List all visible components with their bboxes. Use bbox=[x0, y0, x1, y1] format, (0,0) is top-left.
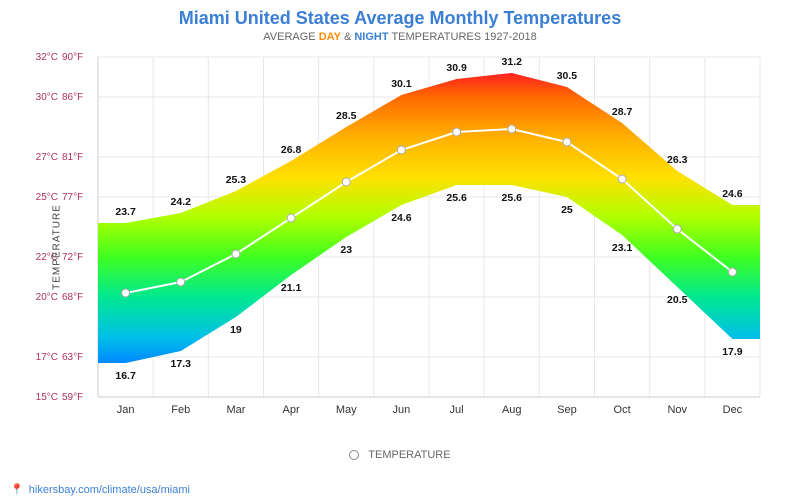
avg-temperature-point bbox=[287, 214, 295, 222]
x-tick-label: Nov bbox=[667, 404, 687, 416]
y-axis-label: TEMPERATURE bbox=[51, 204, 62, 290]
high-value-label: 31.2 bbox=[502, 56, 523, 68]
avg-temperature-point bbox=[563, 138, 571, 146]
x-tick-label: Mar bbox=[226, 404, 245, 416]
avg-temperature-point bbox=[618, 175, 626, 183]
svg-text:77°F: 77°F bbox=[62, 192, 83, 203]
x-tick-label: Aug bbox=[502, 404, 522, 416]
low-value-label: 19 bbox=[230, 324, 242, 336]
avg-temperature-point bbox=[397, 146, 405, 154]
avg-temperature-point bbox=[232, 250, 240, 258]
svg-text:59°F: 59°F bbox=[62, 392, 83, 403]
temperature-chart-svg: 15°C59°F17°C63°F20°C68°F22°C72°F25°C77°F… bbox=[20, 47, 780, 447]
low-value-label: 25.6 bbox=[502, 192, 523, 204]
x-tick-label: Apr bbox=[283, 404, 300, 416]
high-value-label: 30.1 bbox=[391, 78, 412, 90]
avg-temperature-point bbox=[453, 128, 461, 136]
low-value-label: 17.9 bbox=[722, 346, 743, 358]
low-value-label: 25 bbox=[561, 204, 573, 216]
high-value-label: 26.8 bbox=[281, 144, 302, 156]
svg-text:90°F: 90°F bbox=[62, 52, 83, 63]
source-link[interactable]: 📍 hikersbay.com/climate/usa/miami bbox=[10, 483, 190, 496]
svg-text:25°C: 25°C bbox=[36, 192, 58, 203]
high-value-label: 28.7 bbox=[612, 106, 633, 118]
svg-text:20°C: 20°C bbox=[36, 292, 58, 303]
high-value-label: 30.9 bbox=[446, 62, 467, 74]
svg-text:68°F: 68°F bbox=[62, 292, 83, 303]
svg-text:32°C: 32°C bbox=[36, 52, 58, 63]
x-tick-label: Feb bbox=[171, 404, 190, 416]
svg-text:63°F: 63°F bbox=[62, 352, 83, 363]
svg-text:86°F: 86°F bbox=[62, 92, 83, 103]
map-pin-icon: 📍 bbox=[10, 484, 24, 496]
chart-area: TEMPERATURE 15°C59°F17°C63°F20°C68°F22°C… bbox=[20, 47, 780, 447]
low-value-label: 23 bbox=[340, 244, 352, 256]
subtitle-suffix: TEMPERATURES 1927-2018 bbox=[389, 31, 537, 43]
subtitle-day: DAY bbox=[319, 31, 341, 43]
source-url[interactable]: hikersbay.com/climate/usa/miami bbox=[29, 484, 190, 496]
x-tick-label: Jun bbox=[393, 404, 411, 416]
avg-temperature-point bbox=[342, 178, 350, 186]
svg-text:17°C: 17°C bbox=[36, 352, 58, 363]
low-value-label: 16.7 bbox=[115, 370, 136, 382]
x-tick-label: Sep bbox=[557, 404, 577, 416]
avg-temperature-point bbox=[508, 125, 516, 133]
x-tick-label: Oct bbox=[614, 404, 631, 416]
avg-temperature-point bbox=[728, 268, 736, 276]
low-value-label: 20.5 bbox=[667, 294, 688, 306]
subtitle-prefix: AVERAGE bbox=[263, 31, 318, 43]
legend-marker-icon bbox=[349, 450, 359, 460]
subtitle-amp: & bbox=[341, 31, 354, 43]
high-value-label: 24.6 bbox=[722, 188, 743, 200]
high-value-label: 23.7 bbox=[115, 206, 136, 218]
avg-temperature-point bbox=[122, 289, 130, 297]
svg-text:72°F: 72°F bbox=[62, 252, 83, 263]
chart-title: Miami United States Average Monthly Temp… bbox=[0, 0, 800, 29]
chart-subtitle: AVERAGE DAY & NIGHT TEMPERATURES 1927-20… bbox=[0, 31, 800, 43]
avg-temperature-point bbox=[177, 278, 185, 286]
x-tick-label: Jan bbox=[117, 404, 135, 416]
low-value-label: 17.3 bbox=[171, 358, 192, 370]
svg-text:30°C: 30°C bbox=[36, 92, 58, 103]
high-value-label: 28.5 bbox=[336, 110, 357, 122]
x-tick-label: Dec bbox=[723, 404, 743, 416]
low-value-label: 25.6 bbox=[446, 192, 467, 204]
x-tick-label: Jul bbox=[450, 404, 464, 416]
high-value-label: 25.3 bbox=[226, 174, 247, 186]
legend-label: TEMPERATURE bbox=[368, 449, 450, 461]
legend: TEMPERATURE bbox=[0, 449, 800, 461]
high-value-label: 26.3 bbox=[667, 154, 688, 166]
low-value-label: 23.1 bbox=[612, 242, 633, 254]
high-value-label: 30.5 bbox=[557, 70, 578, 82]
avg-temperature-point bbox=[673, 225, 681, 233]
low-value-label: 21.1 bbox=[281, 282, 302, 294]
low-value-label: 24.6 bbox=[391, 212, 412, 224]
x-tick-label: May bbox=[336, 404, 357, 416]
subtitle-night: NIGHT bbox=[354, 31, 388, 43]
high-value-label: 24.2 bbox=[171, 196, 192, 208]
svg-text:81°F: 81°F bbox=[62, 152, 83, 163]
svg-text:15°C: 15°C bbox=[36, 392, 58, 403]
svg-text:27°C: 27°C bbox=[36, 152, 58, 163]
